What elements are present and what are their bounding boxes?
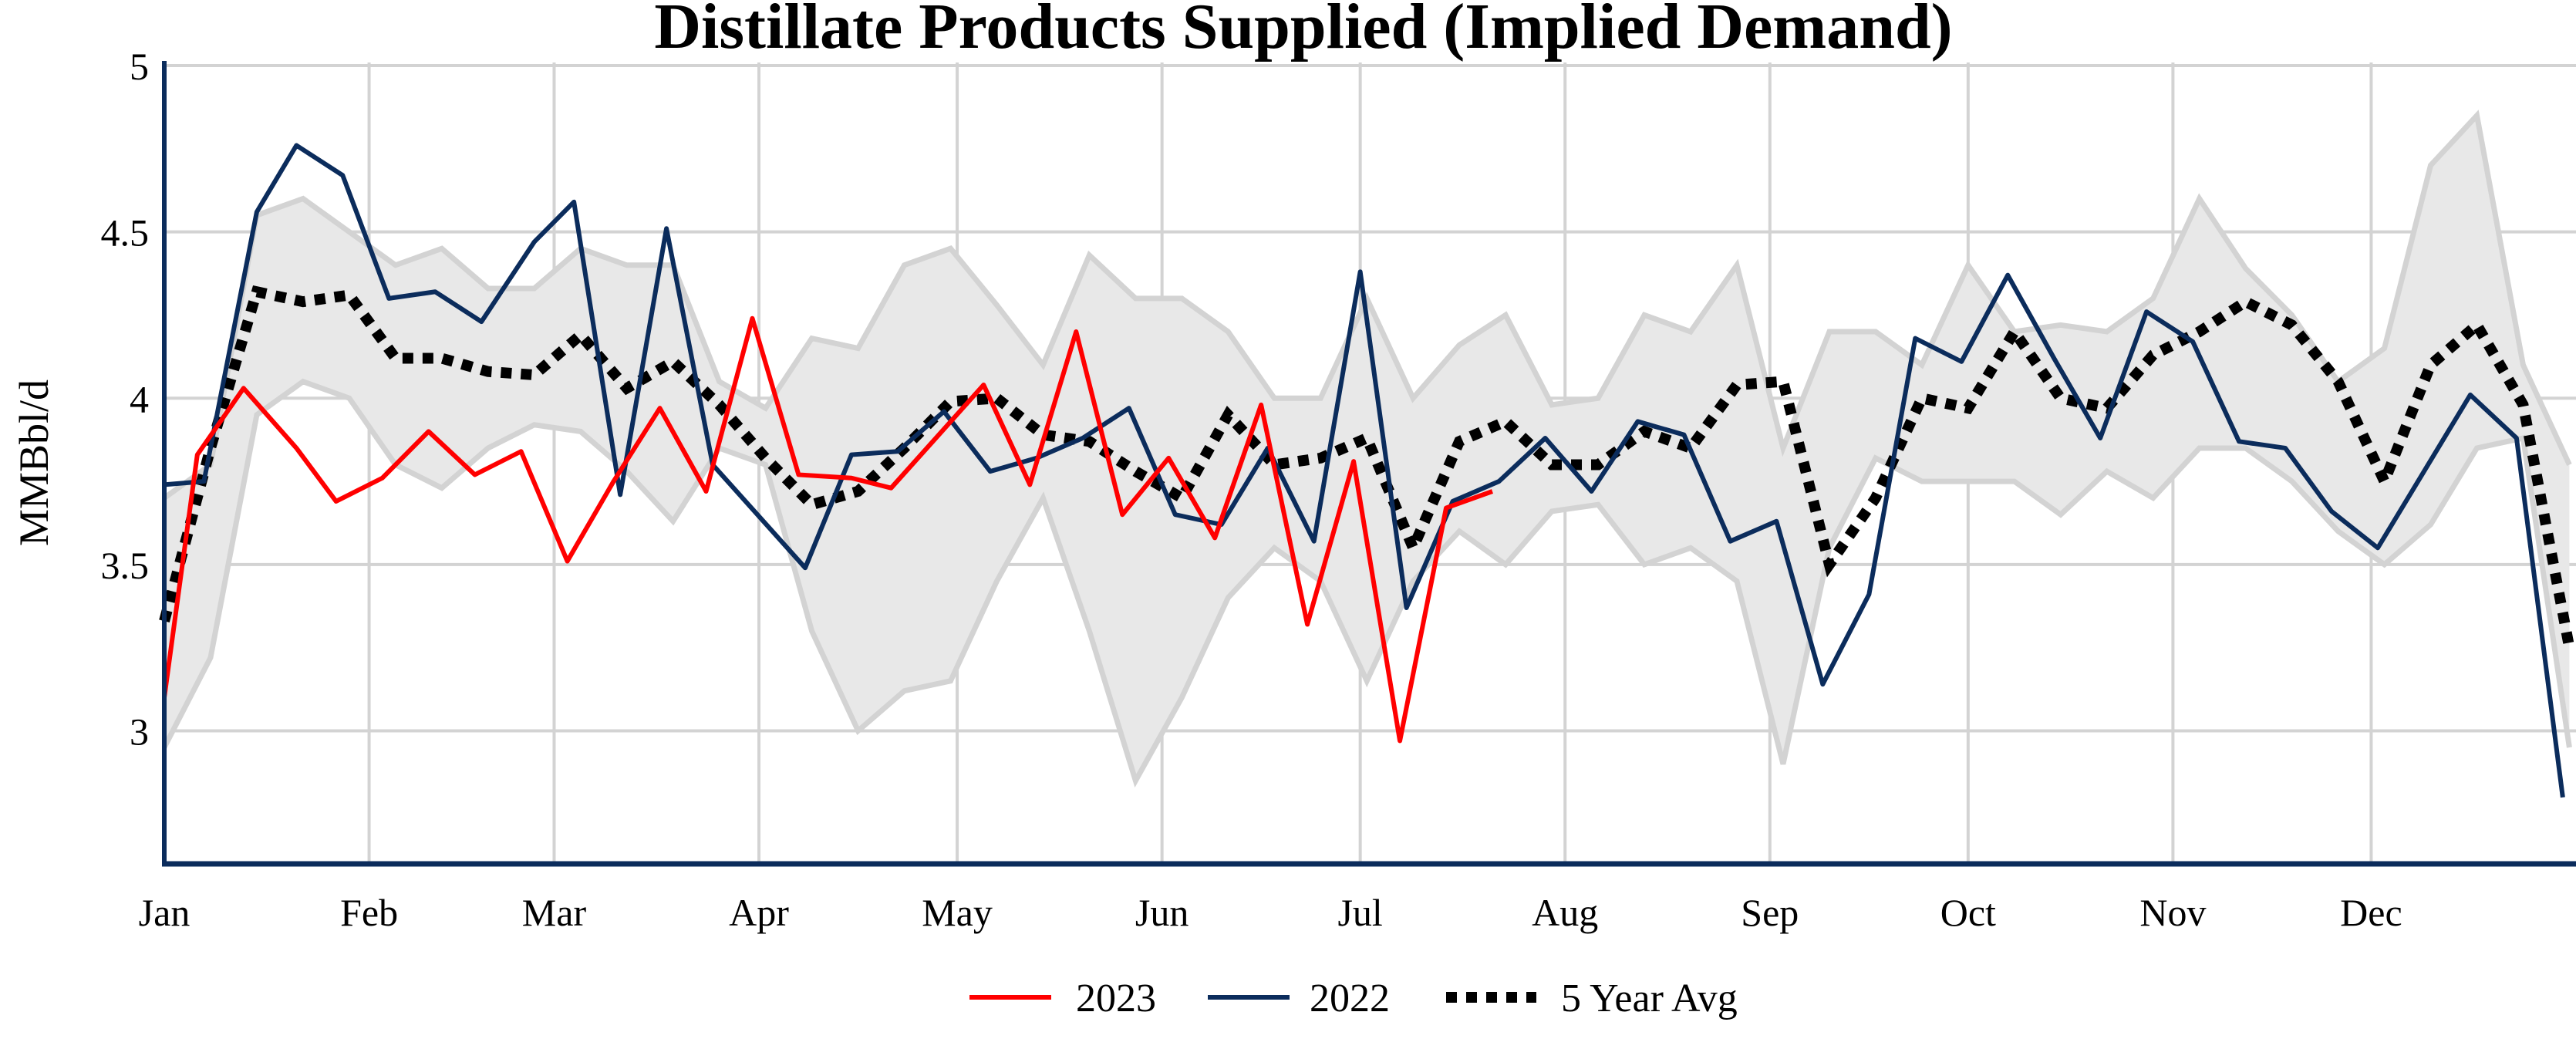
y-tick-label: 5: [130, 45, 149, 88]
x-tick-label: Mar: [522, 891, 587, 934]
legend-label-2022: 2022: [1310, 976, 1390, 1020]
axes: [162, 61, 2576, 867]
x-tick-label: Jun: [1135, 891, 1189, 934]
x-tick-label: Nov: [2139, 891, 2206, 934]
range-upper-line: [162, 110, 2572, 501]
tick-labels: 3 3.5 4 4.5 5 Jan Feb Mar Apr May Jun Jul Aug Sep Oct N…: [101, 45, 2402, 934]
y-tick-label: 3: [130, 710, 149, 754]
legend-label-2023: 2023: [1076, 976, 1156, 1020]
range-lower-line: [161, 378, 2572, 788]
series-lines: [159, 143, 2575, 798]
x-tick-label: Apr: [729, 891, 789, 934]
y-tick-label: 4.5: [101, 211, 150, 255]
x-tick-label: Dec: [2340, 891, 2402, 934]
y-tick-label: 3.5: [101, 544, 150, 587]
series-line-2022: [164, 143, 2565, 798]
chart-title: Distillate Products Supplied (Implied De…: [654, 0, 1952, 62]
x-tick-label: Sep: [1741, 891, 1799, 934]
legend: 2023 2022 5 Year Avg: [969, 976, 1738, 1020]
x-tick-label: Jan: [139, 891, 191, 934]
x-tick-label: Oct: [1940, 891, 1996, 934]
y-tick-label: 4: [130, 377, 149, 420]
x-tick-label: Aug: [1532, 891, 1598, 934]
x-tick-label: Feb: [340, 891, 398, 934]
series-line-2023: [162, 315, 1494, 744]
y-axis-label: MMBbl/d: [11, 379, 57, 546]
legend-label-5-year-avg: 5 Year Avg: [1561, 976, 1738, 1020]
x-tick-label: May: [922, 891, 993, 934]
x-tick-label: Jul: [1337, 891, 1382, 934]
series-line-5-year-avg: [159, 285, 2575, 649]
